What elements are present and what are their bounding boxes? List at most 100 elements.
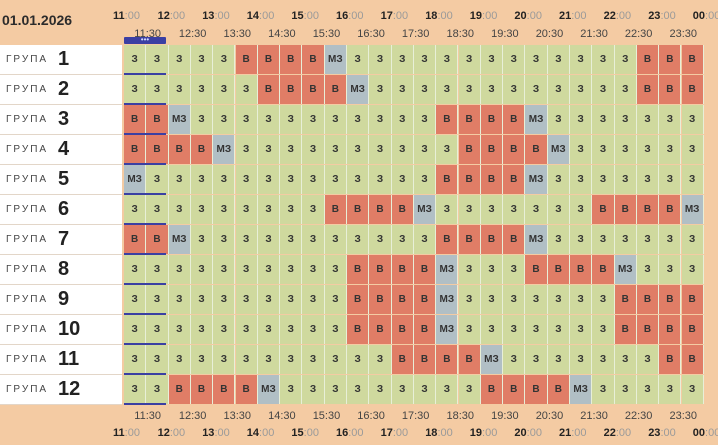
schedule-cell[interactable]: З: [458, 285, 481, 314]
schedule-cell[interactable]: В: [413, 255, 437, 284]
schedule-cell[interactable]: В: [636, 285, 660, 314]
schedule-cell[interactable]: З: [347, 165, 370, 194]
schedule-cell[interactable]: В: [503, 165, 526, 194]
schedule-cell[interactable]: З: [681, 135, 704, 164]
schedule-cell[interactable]: В: [391, 285, 414, 314]
schedule-cell[interactable]: З: [369, 105, 392, 134]
schedule-cell[interactable]: В: [235, 375, 258, 404]
schedule-cell[interactable]: З: [391, 165, 414, 194]
schedule-cell[interactable]: З: [213, 165, 236, 194]
schedule-cell[interactable]: З: [636, 345, 660, 374]
schedule-cell[interactable]: З: [436, 195, 459, 224]
schedule-cell[interactable]: З: [369, 75, 392, 104]
schedule-cell[interactable]: МЗ: [168, 105, 191, 134]
schedule-cell[interactable]: З: [146, 195, 169, 224]
schedule-cell[interactable]: В: [124, 105, 147, 134]
schedule-cell[interactable]: В: [503, 135, 526, 164]
schedule-cell[interactable]: З: [503, 255, 526, 284]
schedule-cell[interactable]: З: [614, 105, 637, 134]
schedule-cell[interactable]: З: [480, 45, 504, 74]
schedule-cell[interactable]: З: [280, 135, 303, 164]
schedule-cell[interactable]: З: [413, 225, 437, 254]
schedule-cell[interactable]: З: [324, 255, 347, 284]
schedule-cell[interactable]: З: [503, 75, 526, 104]
schedule-cell[interactable]: В: [235, 45, 258, 74]
schedule-cell[interactable]: В: [636, 75, 660, 104]
schedule-cell[interactable]: З: [636, 105, 660, 134]
schedule-cell[interactable]: З: [124, 195, 147, 224]
schedule-cell[interactable]: В: [347, 315, 370, 344]
schedule-cell[interactable]: З: [681, 375, 704, 404]
schedule-cell[interactable]: В: [146, 105, 169, 134]
schedule-cell[interactable]: З: [547, 75, 570, 104]
schedule-cell[interactable]: З: [525, 285, 548, 314]
schedule-cell[interactable]: З: [369, 135, 392, 164]
schedule-cell[interactable]: З: [146, 255, 169, 284]
schedule-cell[interactable]: З: [547, 225, 570, 254]
schedule-cell[interactable]: З: [547, 45, 570, 74]
schedule-cell[interactable]: З: [324, 225, 347, 254]
schedule-cell[interactable]: З: [369, 45, 392, 74]
schedule-cell[interactable]: З: [458, 75, 481, 104]
schedule-cell[interactable]: З: [280, 195, 303, 224]
schedule-cell[interactable]: МЗ: [168, 225, 191, 254]
schedule-cell[interactable]: З: [636, 135, 660, 164]
schedule-cell[interactable]: В: [391, 315, 414, 344]
schedule-cell[interactable]: З: [681, 105, 704, 134]
schedule-cell[interactable]: В: [369, 315, 392, 344]
schedule-cell[interactable]: З: [235, 225, 258, 254]
schedule-cell[interactable]: З: [547, 195, 570, 224]
schedule-cell[interactable]: З: [124, 75, 147, 104]
schedule-cell[interactable]: З: [347, 135, 370, 164]
schedule-cell[interactable]: В: [570, 255, 593, 284]
schedule-cell[interactable]: З: [413, 165, 437, 194]
schedule-cell[interactable]: МЗ: [480, 345, 504, 374]
schedule-cell[interactable]: З: [592, 165, 615, 194]
schedule-cell[interactable]: МЗ: [324, 45, 347, 74]
schedule-cell[interactable]: З: [570, 315, 593, 344]
schedule-cell[interactable]: В: [659, 345, 682, 374]
schedule-cell[interactable]: З: [458, 255, 481, 284]
schedule-cell[interactable]: З: [235, 345, 258, 374]
schedule-cell[interactable]: В: [614, 195, 637, 224]
schedule-cell[interactable]: З: [124, 285, 147, 314]
schedule-cell[interactable]: З: [614, 45, 637, 74]
schedule-cell[interactable]: В: [503, 225, 526, 254]
schedule-cell[interactable]: З: [570, 195, 593, 224]
schedule-cell[interactable]: З: [168, 345, 191, 374]
schedule-cell[interactable]: З: [124, 315, 147, 344]
schedule-cell[interactable]: В: [659, 285, 682, 314]
schedule-cell[interactable]: В: [347, 255, 370, 284]
schedule-cell[interactable]: З: [190, 105, 214, 134]
schedule-cell[interactable]: З: [168, 285, 191, 314]
schedule-cell[interactable]: З: [257, 285, 281, 314]
schedule-cell[interactable]: З: [324, 105, 347, 134]
schedule-cell[interactable]: З: [659, 375, 682, 404]
schedule-cell[interactable]: З: [257, 105, 281, 134]
schedule-cell[interactable]: З: [235, 135, 258, 164]
schedule-cell[interactable]: З: [168, 255, 191, 284]
schedule-cell[interactable]: З: [547, 315, 570, 344]
schedule-cell[interactable]: З: [257, 135, 281, 164]
schedule-cell[interactable]: З: [570, 105, 593, 134]
schedule-cell[interactable]: З: [391, 375, 414, 404]
schedule-cell[interactable]: З: [659, 225, 682, 254]
schedule-cell[interactable]: З: [168, 195, 191, 224]
schedule-cell[interactable]: В: [525, 135, 548, 164]
schedule-cell[interactable]: З: [235, 195, 258, 224]
schedule-cell[interactable]: З: [480, 255, 504, 284]
schedule-cell[interactable]: З: [413, 105, 437, 134]
schedule-cell[interactable]: З: [235, 285, 258, 314]
schedule-cell[interactable]: З: [213, 225, 236, 254]
schedule-cell[interactable]: В: [636, 315, 660, 344]
schedule-cell[interactable]: З: [547, 105, 570, 134]
schedule-cell[interactable]: З: [213, 345, 236, 374]
schedule-cell[interactable]: З: [213, 255, 236, 284]
schedule-cell[interactable]: З: [503, 285, 526, 314]
schedule-cell[interactable]: МЗ: [347, 75, 370, 104]
schedule-cell[interactable]: З: [369, 165, 392, 194]
schedule-cell[interactable]: З: [614, 225, 637, 254]
schedule-cell[interactable]: В: [659, 45, 682, 74]
schedule-cell[interactable]: З: [614, 75, 637, 104]
schedule-cell[interactable]: В: [302, 45, 325, 74]
